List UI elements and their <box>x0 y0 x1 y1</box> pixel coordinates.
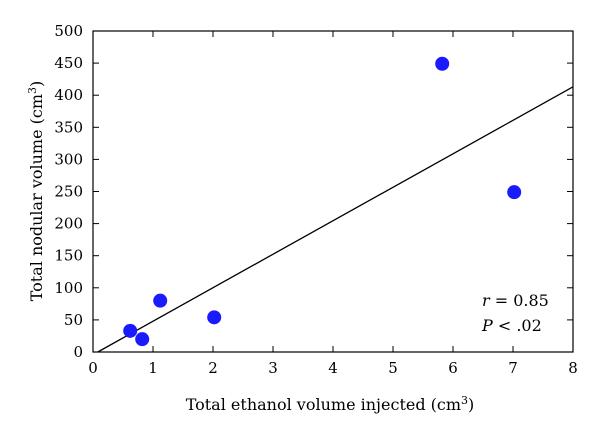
x-tick-label: 0 <box>88 359 98 377</box>
tick-labels: 0 1 2 3 4 5 6 7 8 0 50 100 150 200 250 300 350 400 450 500 <box>54 22 577 377</box>
data-point <box>507 185 522 200</box>
data-point <box>207 310 222 325</box>
x-tick-label: 8 <box>568 359 578 377</box>
data-point <box>153 293 168 308</box>
y-tick-label: 350 <box>54 118 83 136</box>
y-tick-label: 250 <box>54 183 83 201</box>
y-tick-label: 400 <box>54 86 83 104</box>
y-tick-label: 0 <box>73 343 83 361</box>
data-point <box>123 323 138 338</box>
x-axis-title: Total ethanol volume injected (cm3) <box>186 394 475 414</box>
x-tick-label: 3 <box>268 359 278 377</box>
y-tick-label: 150 <box>54 247 83 265</box>
data-points <box>123 56 522 347</box>
regression-line <box>97 86 574 353</box>
y-tick-label: 500 <box>54 22 83 40</box>
axis-ticks <box>92 30 574 353</box>
y-tick-label: 200 <box>54 215 83 233</box>
p-annotation: P < .02 <box>481 316 542 335</box>
y-tick-label: 100 <box>54 279 83 297</box>
x-tick-label: 2 <box>208 359 218 377</box>
x-tick-label: 6 <box>448 359 458 377</box>
r-annotation: r = 0.85 <box>482 291 549 310</box>
y-tick-label: 50 <box>64 311 83 329</box>
x-tick-label: 4 <box>328 359 338 377</box>
fit-line-group <box>97 86 574 353</box>
y-tick-label: 450 <box>54 54 83 72</box>
x-tick-label: 5 <box>388 359 398 377</box>
x-tick-label: 7 <box>508 359 518 377</box>
data-point <box>135 332 150 347</box>
data-point <box>435 56 450 71</box>
x-tick-label: 1 <box>148 359 158 377</box>
y-tick-label: 300 <box>54 150 83 168</box>
y-axis-title: Total nodular volume (cm3) <box>26 81 46 302</box>
